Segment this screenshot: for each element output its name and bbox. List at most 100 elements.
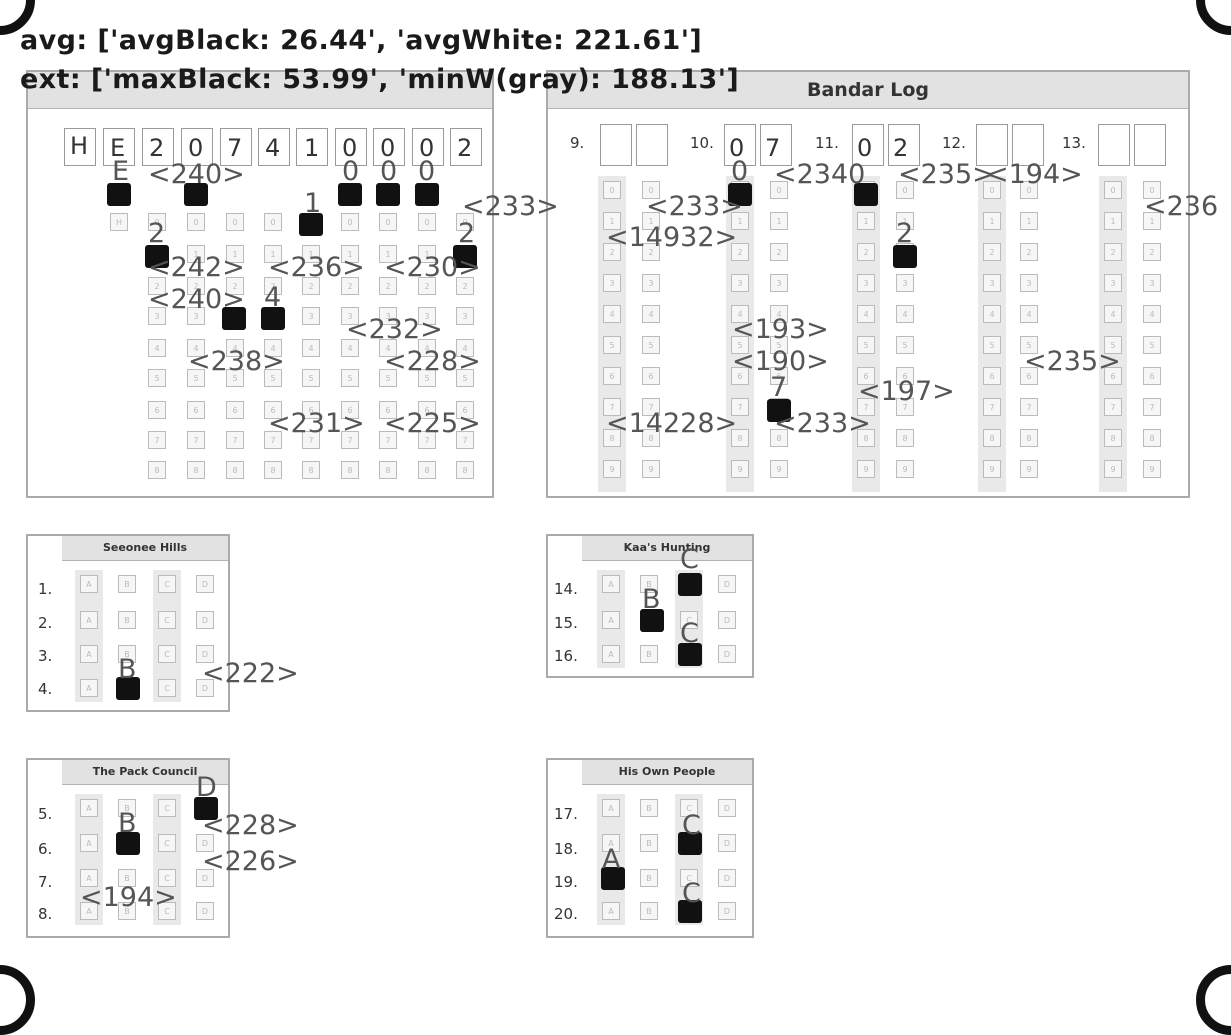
intensity-label: <240> <box>148 284 245 315</box>
bandar-write-box <box>888 124 920 166</box>
bandar-bubble: 7 <box>642 398 660 416</box>
bandar-bubble: 7 <box>603 398 621 416</box>
pack-bubble: C <box>158 902 176 920</box>
filled-bubble <box>640 609 664 632</box>
roll-bubble: 5 <box>148 369 166 387</box>
own-bubble: A <box>602 799 620 817</box>
pack-bubble: B <box>118 902 136 920</box>
roll-bubble: 4 <box>456 339 474 357</box>
bandar-write-box <box>1012 124 1044 166</box>
bandar-bubble: 9 <box>1020 460 1038 478</box>
intensity-label: <222> <box>202 658 299 689</box>
roll-bubble: 4 <box>187 339 205 357</box>
roll-bubble: 0 <box>264 213 282 231</box>
roll-handwritten-char: 4 <box>265 134 281 162</box>
kaas-hunting-title: Kaa's Hunting <box>582 536 752 561</box>
bandar-bubble: 6 <box>770 367 788 385</box>
bandar-bubble: 5 <box>603 336 621 354</box>
roll-bubble: 6 <box>148 401 166 419</box>
roll-handwritten-char: H <box>70 132 89 160</box>
question-number: 15. <box>554 614 578 632</box>
filled-bubble <box>893 245 917 268</box>
bandar-bubble: 5 <box>857 336 875 354</box>
bandar-bubble: 0 <box>603 181 621 199</box>
roll-bubble: 7 <box>264 431 282 449</box>
filled-bubble <box>222 307 246 330</box>
pack-bubble: B <box>118 869 136 887</box>
roll-write-box <box>258 128 290 166</box>
intensity-label: <14932> <box>606 222 738 253</box>
roll-bubble: 4 <box>341 339 359 357</box>
bandar-mark-label: 0 <box>731 156 749 187</box>
roll-mark-label: 1 <box>304 188 322 219</box>
roll-mark-label: 4 <box>264 282 282 313</box>
bandar-bubble: 1 <box>983 212 1001 230</box>
bandar-write-box <box>724 124 756 166</box>
bandar-bubble: 7 <box>731 398 749 416</box>
seeonee-bubble: C <box>158 575 176 593</box>
filled-bubble <box>678 573 702 596</box>
bandar-bubble: 1 <box>642 212 660 230</box>
question-number: 17. <box>554 805 578 823</box>
kaa-bubble: A <box>602 645 620 663</box>
roll-bubble: 5 <box>187 369 205 387</box>
bandar-bubble: 6 <box>857 367 875 385</box>
bandar-bubble: 3 <box>642 274 660 292</box>
roll-bubble: 0 <box>341 213 359 231</box>
pack-bubble: A <box>80 869 98 887</box>
bandar-bubble: 2 <box>1143 243 1161 261</box>
pack-bubble: B <box>118 799 136 817</box>
bandar-bubble: 8 <box>983 429 1001 447</box>
bandar-bubble: 3 <box>983 274 1001 292</box>
bandar-log-title: Bandar Log <box>548 72 1188 109</box>
bandar-write-box <box>1134 124 1166 166</box>
bandar-bubble: 8 <box>642 429 660 447</box>
roll-bubble: 6 <box>187 401 205 419</box>
roll-handwritten-char: 0 <box>342 134 358 162</box>
roll-bubble: 0 <box>456 213 474 231</box>
roll-bubble: 0 <box>418 213 436 231</box>
roll-bubble: 1 <box>264 245 282 263</box>
bandar-bubble: 2 <box>1020 243 1038 261</box>
bandar-bubble: 2 <box>642 243 660 261</box>
bandar-write-box <box>1098 124 1130 166</box>
bandar-bubble: 6 <box>983 367 1001 385</box>
bandar-bubble: 0 <box>1020 181 1038 199</box>
seeonee-bubble: A <box>80 645 98 663</box>
filled-bubble <box>145 245 169 268</box>
bandar-bubble: 5 <box>731 336 749 354</box>
bandar-bubble: 0 <box>642 181 660 199</box>
bandar-bubble: 7 <box>1104 398 1122 416</box>
roll-bubble: 2 <box>456 277 474 295</box>
intensity-label: <238> <box>188 346 285 377</box>
roll-handwritten-char: E <box>110 134 126 162</box>
roll-bubble: 7 <box>379 431 397 449</box>
seeonee-bubble: A <box>80 679 98 697</box>
own-mark-label: C <box>682 878 701 909</box>
bandar-bubble: 1 <box>857 212 875 230</box>
pack-council-title: The Pack Council <box>62 760 228 785</box>
bandar-bubble: 5 <box>1143 336 1161 354</box>
bandar-bubble: 9 <box>770 460 788 478</box>
bandar-bubble: 4 <box>642 305 660 323</box>
pack-bubble: D <box>196 902 214 920</box>
own-bubble: C <box>680 869 698 887</box>
bandar-bubble: 2 <box>603 243 621 261</box>
bandar-bubble: 9 <box>983 460 1001 478</box>
roll-bubble: 8 <box>341 461 359 479</box>
roll-handwritten-char: 1 <box>304 134 320 162</box>
own-mark-label: A <box>602 844 621 875</box>
bandar-bubble: 9 <box>603 460 621 478</box>
intensity-label: <190> <box>732 346 829 377</box>
roll-bubble: 4 <box>379 339 397 357</box>
seeonee-bubble: C <box>158 679 176 697</box>
roll-bubble: 8 <box>302 461 320 479</box>
roll-write-box <box>373 128 405 166</box>
intensity-label: <236> <box>268 252 365 283</box>
kaa-bubble: B <box>640 645 658 663</box>
question-number: 4. <box>38 680 53 698</box>
roll-bubble: 5 <box>341 369 359 387</box>
kaa-bubble: D <box>718 611 736 629</box>
filled-bubble <box>415 183 439 206</box>
roll-bubble: 0 <box>379 213 397 231</box>
